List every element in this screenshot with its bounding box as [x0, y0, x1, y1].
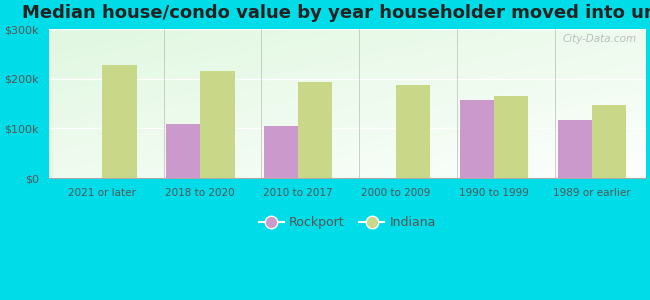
Bar: [494, 96, 528, 178]
Bar: [102, 65, 136, 178]
Title: Median house/condo value by year householder moved into unit: Median house/condo value by year househo…: [23, 4, 650, 22]
Bar: [200, 71, 235, 178]
Bar: [460, 100, 494, 178]
Text: City-Data.com: City-Data.com: [563, 34, 637, 44]
Legend: Rockport, Indiana: Rockport, Indiana: [254, 211, 441, 234]
Bar: [298, 82, 333, 178]
Bar: [166, 124, 200, 178]
Bar: [264, 126, 298, 178]
Bar: [592, 105, 626, 178]
Bar: [558, 119, 592, 178]
Bar: [396, 85, 430, 178]
